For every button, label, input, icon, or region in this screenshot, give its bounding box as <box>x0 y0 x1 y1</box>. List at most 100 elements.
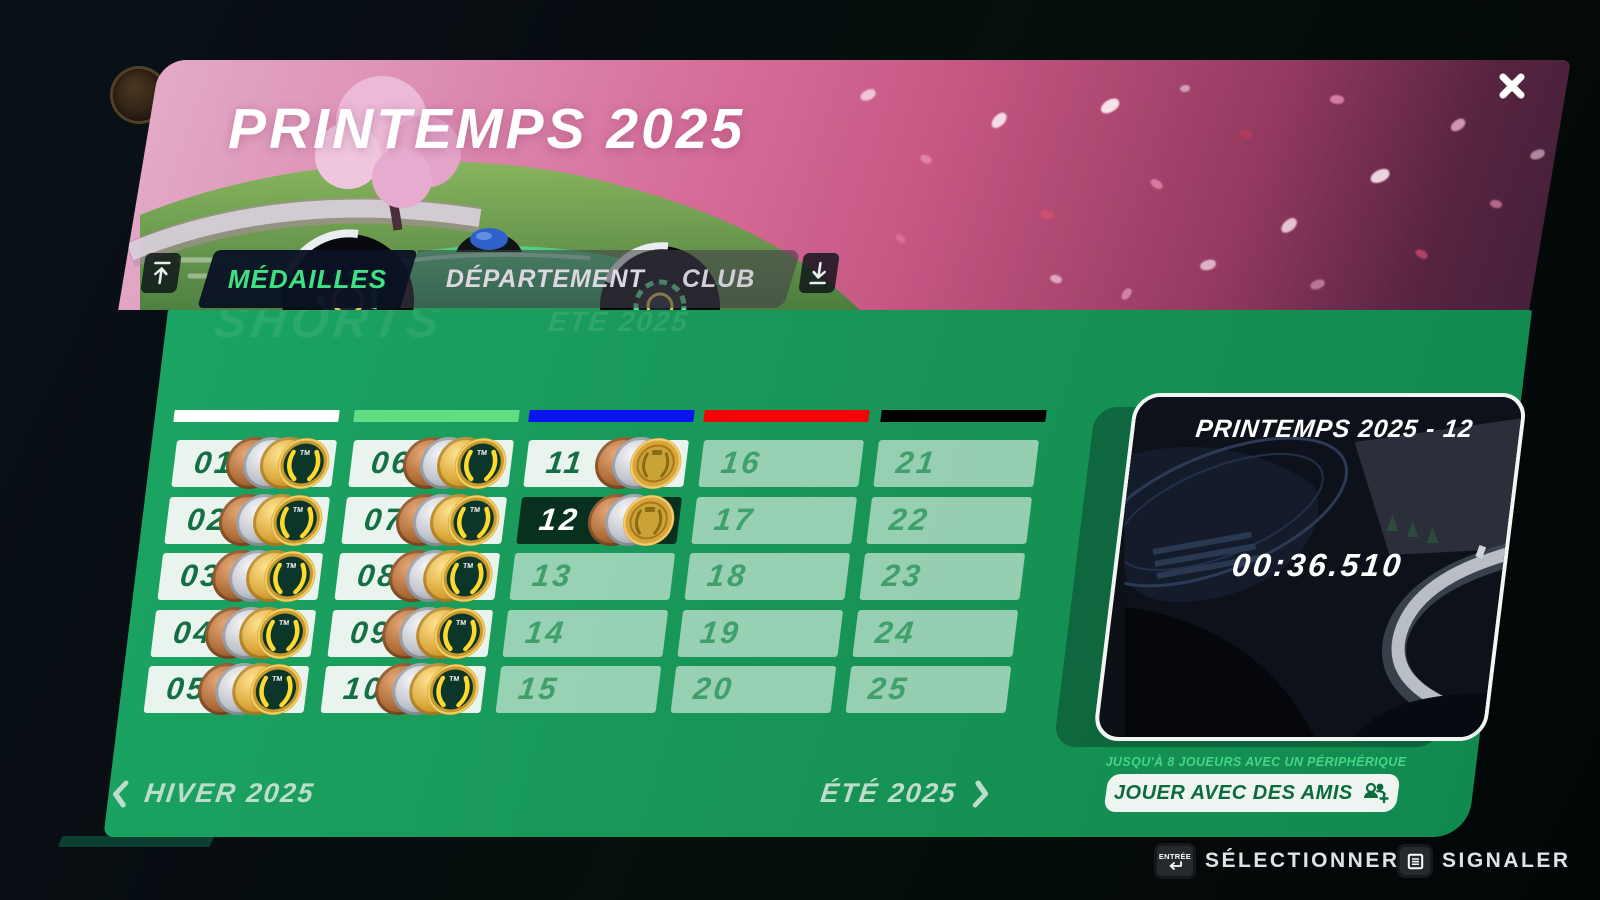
friends-note: JUSQU'À 8 JOUEURS AVEC UN PÉRIPHÉRIQUE <box>1105 755 1407 769</box>
author-medal-icon: TM <box>257 607 309 659</box>
track-cell-16[interactable]: 16 <box>698 440 865 487</box>
track-cell-05[interactable]: 05 TM <box>143 663 310 716</box>
document-lines-icon <box>1407 853 1423 869</box>
track-cell-03[interactable]: 03 TM <box>157 550 324 603</box>
enter-key-icon: ENTRÉE <box>1157 846 1193 876</box>
track-cell-23[interactable]: 23 <box>859 553 1026 601</box>
track-cell-25[interactable]: 25 <box>845 666 1012 714</box>
season-next-button[interactable]: ÉTÉ 2025 <box>819 778 993 809</box>
campaign-title: PRINTEMPS 2025 <box>228 97 746 161</box>
track-number: 24 <box>873 614 919 650</box>
track-cell-19[interactable]: 19 <box>677 609 844 657</box>
author-medal-icon: TM <box>264 551 316 603</box>
author-medal-icon: TM <box>448 494 500 546</box>
select-label: SÉLECTIONNER <box>1205 849 1400 872</box>
author-medal-icon: TM <box>454 438 507 489</box>
campaign-header: PRINTEMPS 2025 MÉDAILLES DÉPARTEMENT CLU… <box>118 60 1572 310</box>
track-number: 19 <box>698 614 744 650</box>
tab-medailles-label: MÉDAILLES <box>227 263 388 294</box>
header-scene: PRINTEMPS 2025 MÉDAILLES DÉPARTEMENT CLU… <box>124 60 1571 310</box>
track-cell-06[interactable]: 06 TM <box>348 437 515 489</box>
svg-text:TM: TM <box>286 563 297 570</box>
track-preview-image <box>1092 397 1528 737</box>
medal-stack: TM <box>386 550 496 603</box>
tab-medailles[interactable]: MÉDAILLES <box>197 250 418 308</box>
medal-stack: TM <box>372 663 482 716</box>
track-cell-18[interactable]: 18 <box>684 553 851 601</box>
track-cell-22[interactable]: 22 <box>866 496 1033 544</box>
arrow-down-to-line-icon <box>809 261 826 285</box>
track-cell-04[interactable]: 04 TM <box>150 606 317 659</box>
track-number: 25 <box>866 671 912 707</box>
season-prev-label: HIVER 2025 <box>142 778 317 808</box>
svg-text:TM: TM <box>299 450 310 457</box>
gold-medal-icon <box>629 438 682 489</box>
gold-medal-icon <box>623 494 675 546</box>
close-button[interactable] <box>1492 66 1532 106</box>
track-number: 14 <box>523 614 569 650</box>
author-medal-icon: TM <box>441 551 493 603</box>
arrow-up-to-line-icon <box>154 261 171 285</box>
play-with-friends-button[interactable]: JOUER AVEC DES AMIS <box>1103 774 1401 812</box>
report-hint[interactable]: SIGNALER <box>1400 847 1571 875</box>
track-cell-10[interactable]: 10 TM <box>320 663 487 716</box>
svg-text:TM: TM <box>449 676 460 683</box>
svg-text:TM: TM <box>476 450 487 457</box>
medal-stack: TM <box>216 493 326 546</box>
track-number: 16 <box>719 445 764 480</box>
season-prev-button[interactable]: HIVER 2025 <box>109 778 317 809</box>
track-cell-07[interactable]: 07 TM <box>341 493 508 546</box>
track-cell-11[interactable]: 11 <box>523 437 690 489</box>
chevron-right-icon <box>972 780 989 807</box>
friends-add-icon <box>1364 782 1390 804</box>
svg-text:TM: TM <box>292 507 303 514</box>
play-with-friends-label: JOUER AVEC DES AMIS <box>1113 781 1353 804</box>
medal-stack: TM <box>202 606 312 659</box>
svg-text:TM: TM <box>456 620 467 627</box>
tab-club[interactable]: CLUB <box>681 264 756 293</box>
column-color-bar <box>173 410 340 422</box>
track-number: 15 <box>516 671 562 707</box>
page-up-key-icon[interactable] <box>140 253 182 293</box>
select-hint[interactable]: ENTRÉE SÉLECTIONNER <box>1157 846 1400 876</box>
tab-departement[interactable]: DÉPARTEMENT <box>445 264 645 293</box>
track-cell-21[interactable]: 21 <box>873 440 1040 487</box>
track-number: 13 <box>530 558 576 594</box>
watermark-ete: ÉTÉ 2025 <box>546 310 692 337</box>
track-cell-13[interactable]: 13 <box>509 553 676 601</box>
medal-stack: TM <box>209 550 319 603</box>
page-down-key-icon[interactable] <box>798 253 840 293</box>
close-icon <box>1499 73 1525 99</box>
medal-stack: TM <box>393 493 503 546</box>
medal-stack: TM <box>223 437 333 489</box>
track-cell-24[interactable]: 24 <box>852 609 1019 657</box>
author-medal-icon: TM <box>434 607 486 659</box>
track-preview-card: PRINTEMPS 2025 - 12 00:36.510 <box>1092 393 1528 741</box>
medal-stack <box>575 437 685 489</box>
watermark-shorts: SHORTS <box>211 310 447 348</box>
medal-stack: TM <box>195 663 305 716</box>
track-cell-02[interactable]: 02 TM <box>164 493 331 546</box>
preview-record-time: 00:36.510 <box>1230 547 1406 583</box>
track-number: 20 <box>691 671 737 707</box>
return-arrow-icon <box>1169 860 1182 870</box>
author-medal-icon: TM <box>427 664 479 716</box>
medal-stack: TM <box>400 437 510 489</box>
svg-text:TM: TM <box>469 507 480 514</box>
column-color-bar <box>353 410 520 422</box>
track-cell-09[interactable]: 09 TM <box>327 606 494 659</box>
author-medal-icon: TM <box>250 664 302 716</box>
track-cell-12[interactable]: 12 <box>516 493 683 546</box>
track-cell-08[interactable]: 08 TM <box>334 550 501 603</box>
track-cell-15[interactable]: 15 <box>495 666 662 714</box>
track-cell-20[interactable]: 20 <box>670 666 837 714</box>
track-number: 18 <box>705 558 751 594</box>
track-number: 23 <box>880 558 926 594</box>
track-cell-14[interactable]: 14 <box>502 609 669 657</box>
track-cell-17[interactable]: 17 <box>691 496 858 544</box>
medal-stack <box>568 493 678 546</box>
svg-text:TM: TM <box>463 563 474 570</box>
track-cell-01[interactable]: 01 TM <box>171 437 338 489</box>
season-next-label: ÉTÉ 2025 <box>818 778 959 808</box>
